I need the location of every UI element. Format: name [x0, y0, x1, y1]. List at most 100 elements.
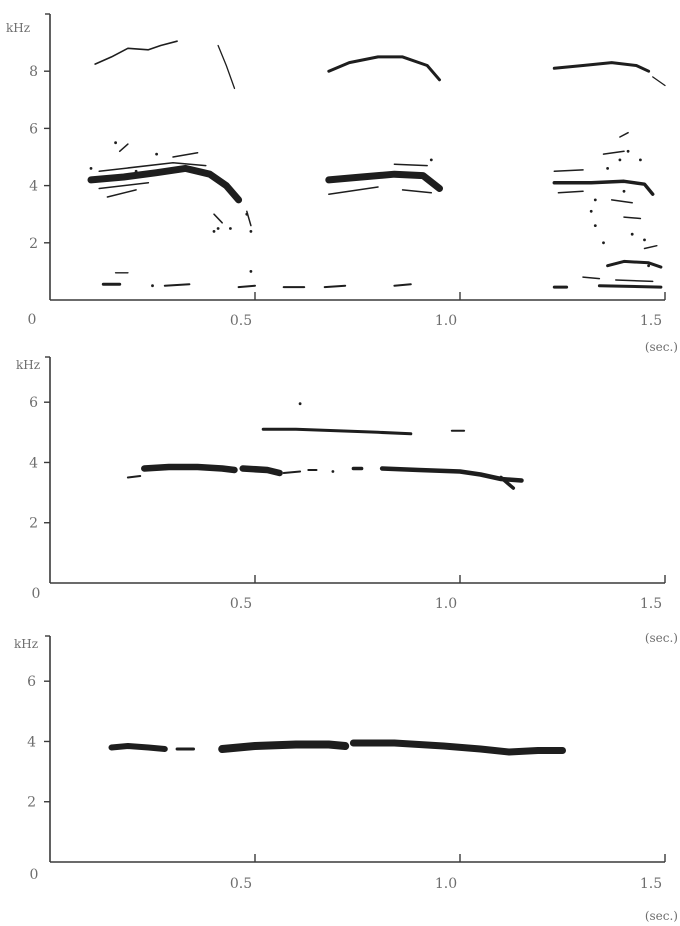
harmonic-trace	[610, 199, 633, 204]
harmonic-trace	[213, 213, 223, 224]
y-axis-label: kHz	[16, 358, 40, 372]
noise-speck	[249, 270, 253, 273]
harmonic-trace	[118, 143, 129, 153]
y-axis-label: kHz	[6, 21, 30, 35]
harmonic-trace	[108, 743, 168, 752]
harmonic-trace	[239, 465, 283, 477]
harmonic-trace	[94, 40, 178, 65]
harmonic-trace	[172, 151, 199, 158]
harmonic-trace	[328, 186, 379, 195]
harmonic-trace	[652, 76, 666, 87]
harmonic-trace	[553, 169, 584, 173]
x-tick-label: 1.5	[640, 596, 662, 612]
noise-speck	[245, 212, 249, 216]
harmonic-trace	[106, 189, 137, 198]
harmonic-trace	[393, 163, 428, 167]
noise-speck	[151, 284, 154, 288]
harmonic-trace	[237, 284, 256, 289]
spectrogram-panel-3: kHz 0 (sec.) 2 4 6 0.5 1.0 1.5	[14, 635, 678, 923]
axes: 2 4 6 0.5 1.0 1.5	[27, 635, 666, 892]
harmonic-trace	[623, 216, 642, 220]
harmonic-trace	[597, 284, 663, 289]
y-tick-label: 4	[29, 179, 38, 195]
axes: 2 4 6 8 0.5 1.0 1.5	[29, 13, 666, 329]
y-tick-label: 4	[29, 455, 38, 471]
harmonic-trace	[499, 475, 516, 490]
harmonic-trace	[582, 276, 601, 280]
x-tick-label: 0.5	[230, 313, 252, 329]
harmonic-trace	[401, 189, 433, 194]
harmonic-trace	[217, 44, 236, 90]
x-unit-label: (sec.)	[645, 340, 678, 354]
noise-speck	[229, 227, 232, 230]
noise-speck	[643, 238, 646, 242]
noise-speck	[639, 158, 642, 162]
x-tick-label: 1.5	[640, 313, 662, 329]
x-unit-label: (sec.)	[645, 909, 678, 923]
spectrogram-panel-2: kHz 0 (sec.) 2 4 6 0.5 1.0 1.5	[16, 356, 678, 645]
x-tick-label: 1.0	[435, 596, 457, 612]
x-tick-label: 1.0	[435, 876, 457, 892]
traces	[87, 40, 666, 289]
harmonic-trace	[349, 739, 566, 756]
noise-speck	[114, 141, 117, 145]
axes: 2 4 6 0.5 1.0 1.5	[29, 356, 666, 612]
noise-speck	[606, 167, 609, 170]
harmonic-trace	[325, 170, 443, 192]
y-axis-label: kHz	[14, 637, 38, 651]
noise-speck	[593, 198, 597, 202]
noise-speck	[602, 241, 605, 245]
harmonic-trace	[141, 463, 238, 474]
y-tick-label: 8	[29, 64, 38, 80]
noise-speck	[630, 232, 634, 236]
noise-speck	[155, 152, 159, 156]
x-tick-label: 0.5	[230, 596, 252, 612]
origin-label: 0	[30, 867, 39, 883]
noise-speck	[331, 470, 335, 473]
harmonic-trace	[87, 164, 243, 204]
noise-speck	[626, 149, 630, 153]
x-tick-label: 0.5	[230, 876, 252, 892]
origin-label: 0	[32, 586, 41, 602]
noise-speck	[429, 158, 433, 162]
y-tick-label: 6	[29, 395, 38, 411]
spectrogram-panel-1: kHz 0 (sec.) 2 4 6 8 0.5 1.0 1.5	[6, 13, 678, 354]
y-tick-label: 6	[29, 121, 38, 137]
noise-speck	[622, 189, 626, 193]
y-tick-label: 6	[27, 674, 36, 690]
harmonic-trace	[98, 161, 207, 173]
noise-speck	[134, 169, 138, 173]
y-tick-label: 4	[27, 734, 36, 750]
noise-speck	[589, 209, 593, 213]
harmonic-trace	[163, 283, 191, 287]
x-unit-label: (sec.)	[645, 631, 678, 645]
harmonic-trace	[602, 150, 625, 155]
noise-speck	[593, 224, 597, 228]
origin-label: 0	[28, 312, 37, 328]
harmonic-trace	[643, 244, 658, 250]
harmonic-trace	[393, 283, 412, 287]
harmonic-trace	[327, 55, 441, 82]
harmonic-trace	[261, 427, 413, 436]
harmonic-trace	[218, 740, 350, 753]
harmonic-trace	[98, 181, 150, 190]
y-tick-label: 2	[29, 236, 38, 252]
noise-speck	[647, 264, 650, 268]
traces	[108, 739, 566, 756]
harmonic-trace	[619, 131, 629, 138]
noise-speck	[212, 230, 216, 233]
noise-speck	[89, 167, 93, 170]
noise-speck	[298, 402, 302, 406]
y-tick-label: 2	[27, 795, 36, 811]
noise-speck	[618, 158, 622, 162]
harmonic-trace	[282, 470, 302, 474]
x-tick-label: 1.0	[435, 313, 457, 329]
y-tick-label: 2	[29, 516, 38, 532]
harmonic-trace	[126, 475, 142, 479]
noise-speck	[249, 230, 253, 233]
harmonic-trace	[552, 179, 655, 196]
harmonic-trace	[557, 190, 584, 194]
harmonic-trace	[552, 61, 651, 73]
noise-speck	[216, 227, 220, 230]
